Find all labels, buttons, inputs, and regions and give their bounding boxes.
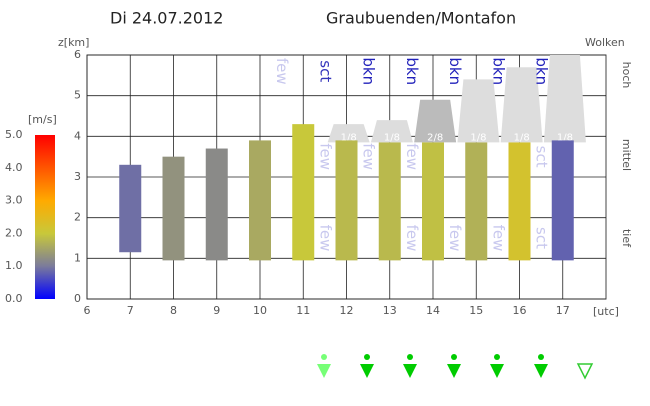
cloud-text: few xyxy=(403,143,421,170)
y-tick-label: 2 xyxy=(74,211,81,224)
x-axis-label: [utc] xyxy=(593,305,619,318)
cloud-text: few xyxy=(316,143,334,170)
x-tick-label: 12 xyxy=(340,304,354,317)
cloud-level-label: hoch xyxy=(620,62,633,89)
cloud-text: few xyxy=(360,143,378,170)
colorbar-tick-label: 5.0 xyxy=(5,128,23,141)
bar xyxy=(422,142,444,261)
arrows xyxy=(317,354,594,380)
cloud-text: few xyxy=(403,225,421,252)
x-tick-label: 8 xyxy=(170,304,177,317)
x-tick-label: 14 xyxy=(426,304,440,317)
y-tick-label: 3 xyxy=(74,170,81,183)
colorbar-tick-label: 2.0 xyxy=(5,226,23,239)
bar xyxy=(292,124,315,261)
cloud-level-label: tief xyxy=(620,229,633,248)
cloud xyxy=(370,120,413,143)
x-tick-label: 10 xyxy=(253,304,267,317)
y-tick-label: 5 xyxy=(74,89,81,102)
cloud-text: sct xyxy=(316,60,334,82)
cloud-fraction: 1/8 xyxy=(470,132,486,143)
x-tick-label: 7 xyxy=(127,304,134,317)
cloud-fraction: 1/8 xyxy=(557,132,573,143)
cloud-fraction: 1/8 xyxy=(514,132,530,143)
colorbar xyxy=(35,135,55,299)
cloud-text: few xyxy=(273,58,291,85)
bar xyxy=(465,142,488,261)
cloud-text: few xyxy=(446,225,464,252)
bar xyxy=(205,148,228,261)
cloud-text: sct xyxy=(533,227,551,249)
right-label: Wolken xyxy=(585,36,625,49)
cloud xyxy=(327,124,370,143)
cloud xyxy=(543,55,586,143)
x-tick-label: 9 xyxy=(213,304,220,317)
cloud xyxy=(457,79,500,143)
y-tick-label: 6 xyxy=(74,48,81,61)
colorbar-tick-label: 3.0 xyxy=(5,194,23,207)
bar xyxy=(551,140,574,261)
x-tick-label: 15 xyxy=(469,304,483,317)
cloud-text: bkn xyxy=(489,57,507,85)
x-tick-label: 11 xyxy=(296,304,310,317)
bar xyxy=(335,140,358,261)
bar xyxy=(249,140,271,261)
colorbar-tick-label: 0.0 xyxy=(5,292,23,305)
cloud-fraction: 1/8 xyxy=(384,132,400,143)
cloud-text: bkn xyxy=(360,57,378,85)
bar xyxy=(378,142,401,261)
y-tick-label: 1 xyxy=(74,251,81,264)
cloud-fraction: 2/8 xyxy=(427,132,443,143)
bar xyxy=(119,164,142,253)
cloud-text: few xyxy=(489,225,507,252)
x-tick-label: 16 xyxy=(513,304,527,317)
cloud-text: bkn xyxy=(533,57,551,85)
x-tick-label: 6 xyxy=(84,304,91,317)
cloud-level-label: mittel xyxy=(620,139,633,171)
bar xyxy=(508,142,531,261)
cloud-text: few xyxy=(316,225,334,252)
y-axis-label: z[km] xyxy=(58,36,89,49)
colorbar-tick-label: 1.0 xyxy=(5,259,23,272)
y-tick-label: 4 xyxy=(74,129,81,142)
cloud-text: sct xyxy=(533,146,551,168)
chart-title: Di 24.07.2012 xyxy=(110,9,223,28)
y-tick-label: 0 xyxy=(74,292,81,305)
colorbar-label: [m/s] xyxy=(28,113,57,126)
colorbar-tick-label: 4.0 xyxy=(5,161,23,174)
x-tick-label: 13 xyxy=(383,304,397,317)
chart-subtitle: Graubuenden/Montafon xyxy=(326,9,516,28)
cloud-text: bkn xyxy=(446,57,464,85)
cloud xyxy=(414,99,457,143)
cloud xyxy=(500,67,543,143)
bar xyxy=(162,156,185,261)
cloud-fraction: 1/8 xyxy=(341,132,357,143)
cloud-text: bkn xyxy=(403,57,421,85)
x-tick-label: 17 xyxy=(556,304,570,317)
